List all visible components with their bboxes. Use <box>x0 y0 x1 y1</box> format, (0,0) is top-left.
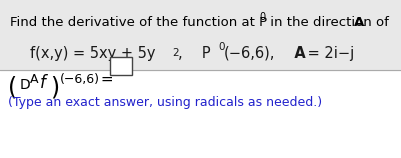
Text: (: ( <box>8 76 17 100</box>
Text: f: f <box>40 74 46 92</box>
Text: 2: 2 <box>172 48 178 58</box>
Text: =: = <box>96 72 113 87</box>
Text: = 2i−j: = 2i−j <box>303 46 354 61</box>
Text: 0: 0 <box>259 12 265 22</box>
Text: .: . <box>362 16 366 29</box>
Text: f(x,y) = 5xy + 5y: f(x,y) = 5xy + 5y <box>30 46 156 61</box>
Text: (−6,6): (−6,6) <box>60 73 100 86</box>
Text: A: A <box>279 46 306 61</box>
Bar <box>0 0 401 70</box>
Text: Find the derivative of the function at P: Find the derivative of the function at P <box>10 16 267 29</box>
Text: ): ) <box>50 76 59 100</box>
Text: (−6,6),: (−6,6), <box>224 46 275 61</box>
Text: in the direction of: in the direction of <box>266 16 393 29</box>
Text: P: P <box>188 46 211 61</box>
Text: 0: 0 <box>218 42 225 52</box>
Text: D: D <box>20 78 31 92</box>
Text: A: A <box>30 73 38 86</box>
FancyBboxPatch shape <box>110 57 132 75</box>
Text: ,: , <box>178 46 182 61</box>
Text: (Type an exact answer, using radicals as needed.): (Type an exact answer, using radicals as… <box>8 96 322 109</box>
Text: A: A <box>354 16 364 29</box>
